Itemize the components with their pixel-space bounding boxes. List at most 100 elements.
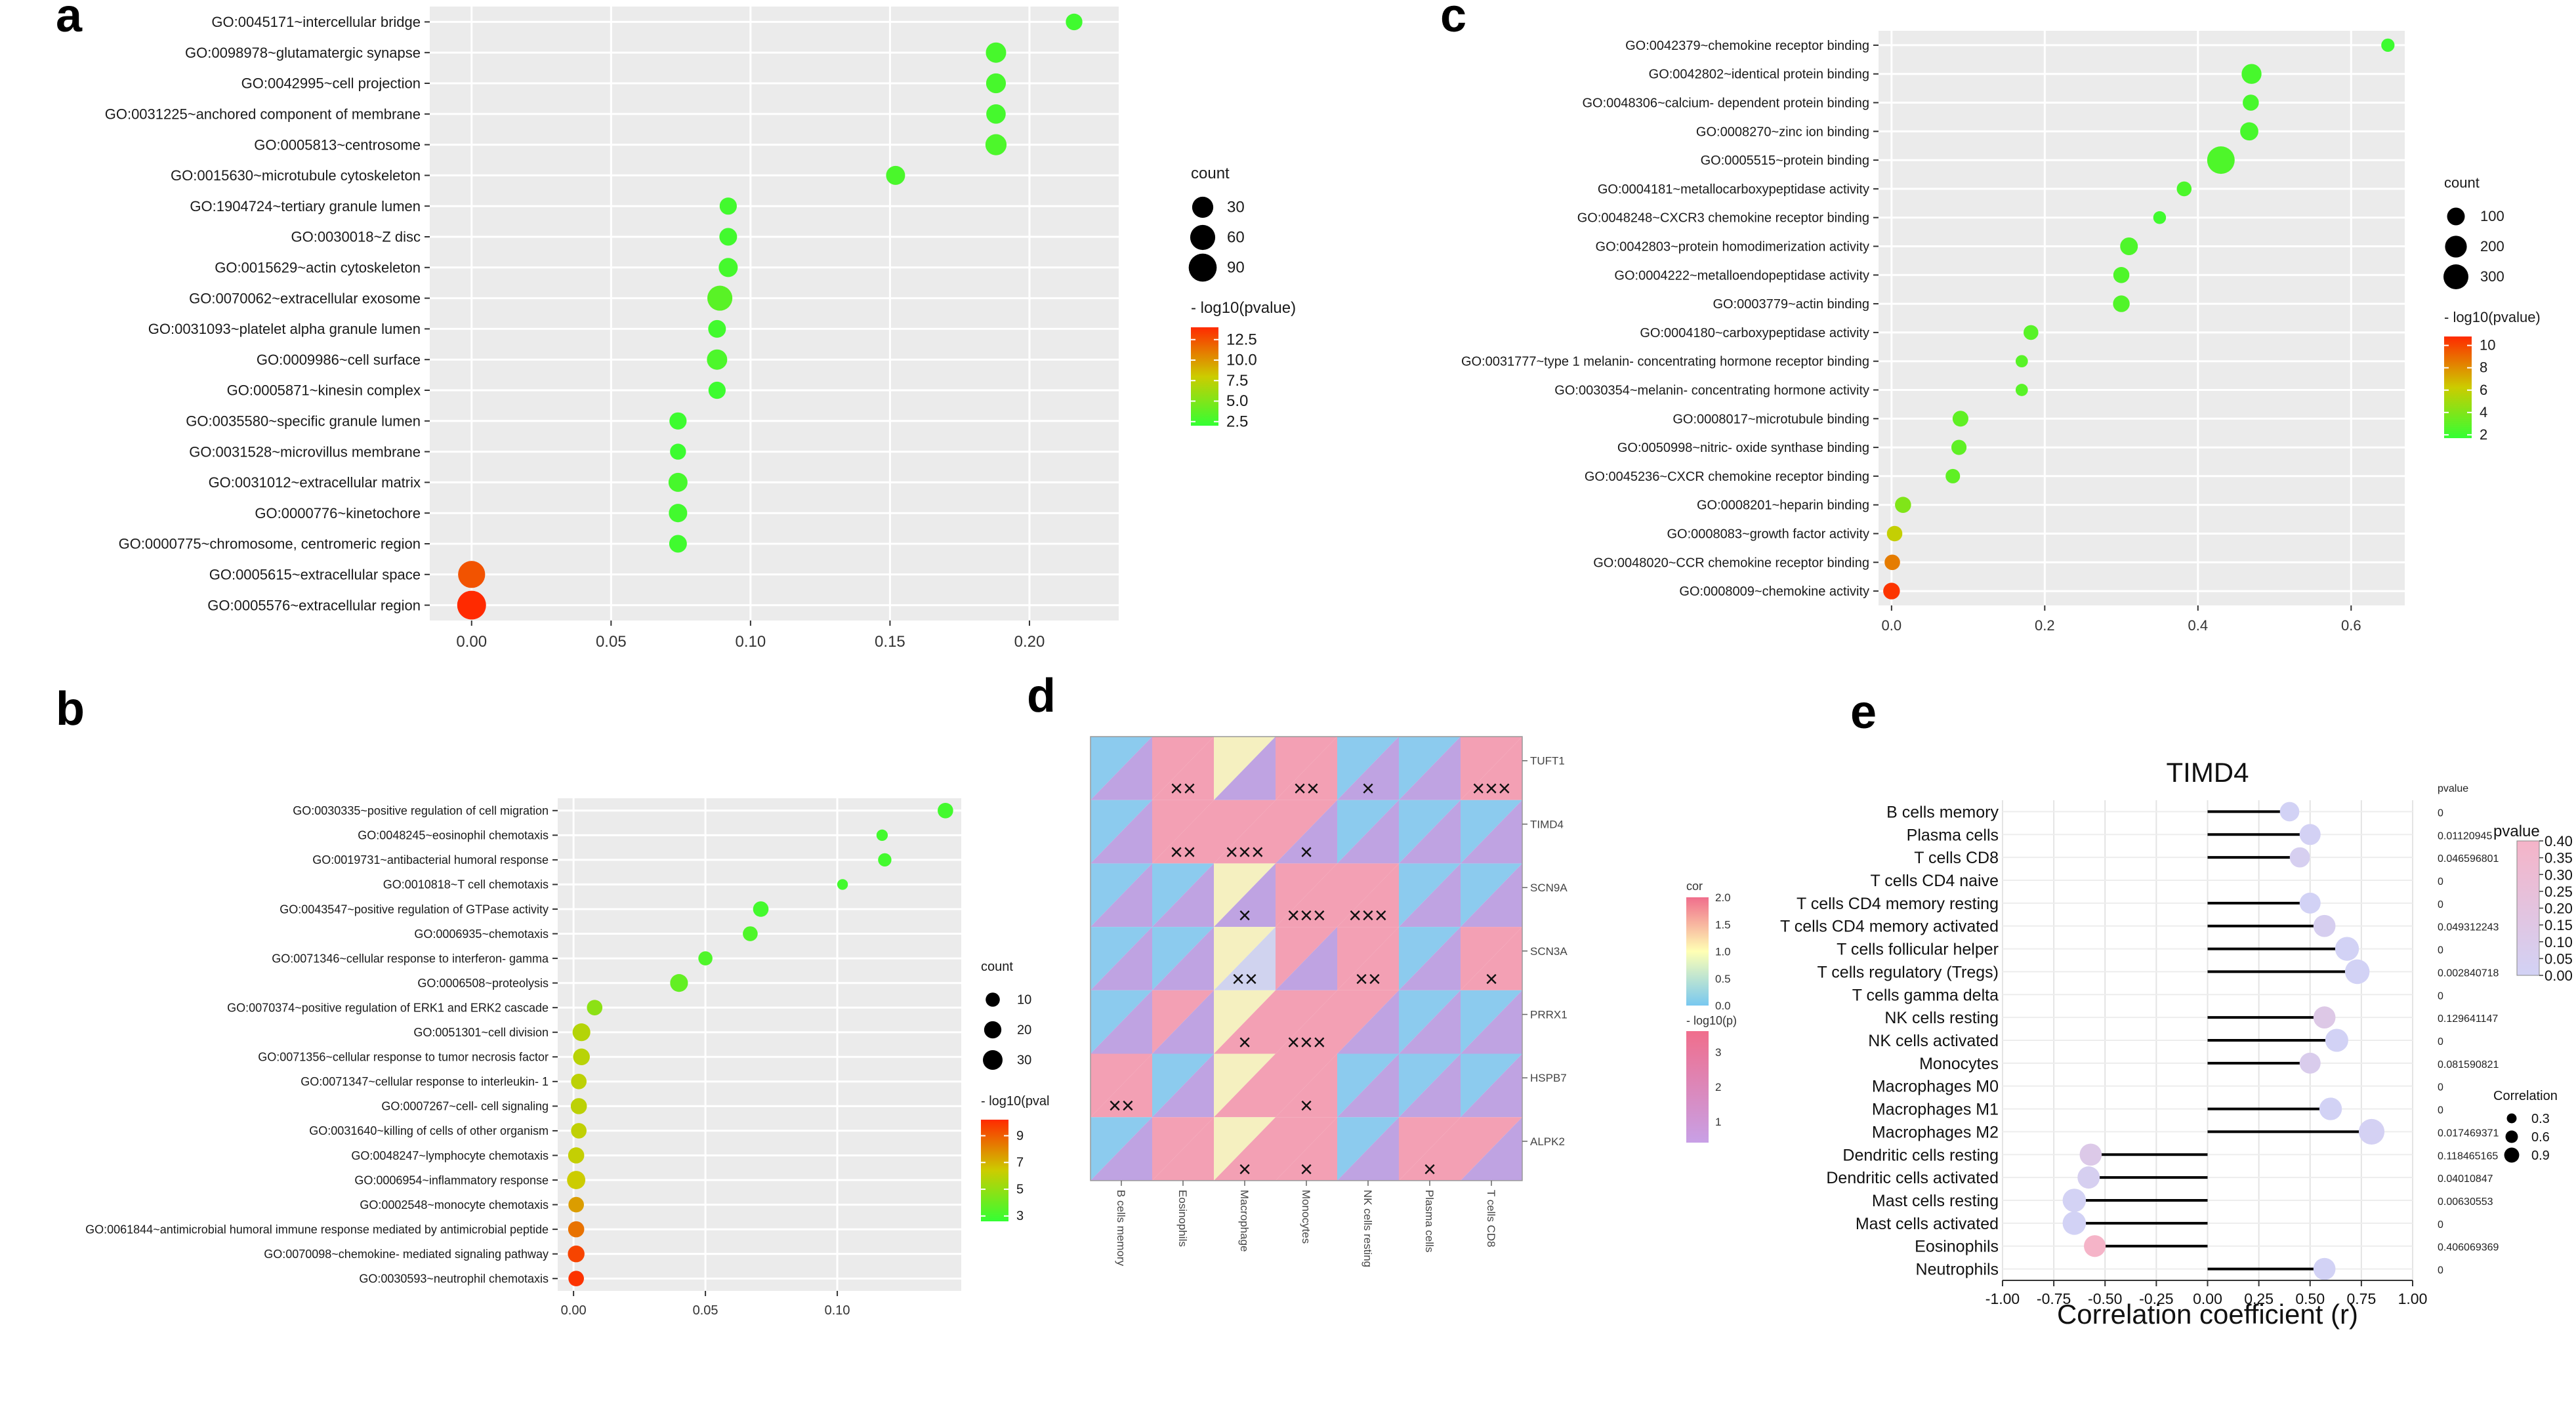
color-legend-label: 6	[2480, 382, 2487, 398]
term-label: GO:0070098~chemokine- mediated signaling…	[264, 1248, 549, 1261]
x-tick-label: -0.75	[2037, 1290, 2071, 1307]
cell-type-label: Dendritic cells activated	[1826, 1169, 1999, 1187]
term-label: GO:0015630~microtubule cytoskeleton	[171, 167, 421, 184]
cell-type-label: Monocytes	[1919, 1055, 1999, 1073]
color-legend-label: 0.20	[2545, 901, 2573, 917]
significance-mark: ×××	[1348, 903, 1388, 928]
heatmap-lower-triangle	[1399, 1117, 1461, 1181]
term-label: GO:0009986~cell surface	[257, 352, 421, 368]
color-legend-title: pvalue	[2493, 823, 2540, 840]
plot-background	[1879, 31, 2405, 605]
heatmap-upper-triangle	[1337, 927, 1399, 990]
color-legend-label: 5.0	[1226, 392, 1248, 410]
heatmap-lower-triangle	[1152, 800, 1214, 864]
x-axis-title: Correlation coefficient (r)	[2057, 1299, 2358, 1330]
heatmap-lower-triangle	[1276, 927, 1337, 990]
term-label: GO:0008083~growth factor activity	[1667, 527, 1870, 542]
pvalue-label: 0.118465165	[2438, 1150, 2498, 1162]
term-label: GO:0002548~monocyte chemotaxis	[360, 1198, 549, 1212]
heatmap-upper-triangle	[1399, 1117, 1461, 1181]
term-label: GO:0048020~CCR chemokine receptor bindin…	[1593, 556, 1869, 570]
lollipop-dot	[2313, 914, 2336, 937]
heatmap-upper-triangle	[1214, 800, 1276, 864]
x-tick-label: 0.10	[736, 633, 766, 651]
term-label: GO:0008017~microtubule binding	[1672, 412, 1869, 426]
significance-mark: ×	[1485, 967, 1498, 992]
heatmap-lower-triangle	[1276, 800, 1337, 864]
data-point	[2176, 181, 2192, 197]
x-tick-label: 1.00	[2398, 1290, 2428, 1307]
size-legend-label: 90	[1227, 259, 1245, 277]
data-point	[753, 901, 769, 917]
color-legend-label: 10.0	[1226, 352, 1257, 369]
data-point	[2207, 146, 2235, 174]
data-point	[669, 535, 687, 553]
term-label: GO:0030593~neutrophil chemotaxis	[359, 1273, 549, 1286]
size-legend-label: 0.9	[2531, 1149, 2550, 1163]
data-point	[568, 1221, 585, 1238]
lollipop-dot	[2084, 1235, 2106, 1257]
pvalue-label: 0.04010847	[2438, 1173, 2493, 1185]
cell-type-label: Mast cells resting	[1872, 1192, 1999, 1210]
significance-mark: ×××	[1287, 1030, 1326, 1055]
heatmap-upper-triangle	[1091, 800, 1152, 864]
heatmap-upper-triangle	[1461, 927, 1522, 990]
panel-label-d: d	[1027, 670, 1056, 722]
term-label: GO:0045171~intercellular bridge	[211, 14, 421, 30]
pvalue-label: 0	[2438, 876, 2443, 887]
color-legend-label: 0.35	[2545, 850, 2573, 866]
lollipop-dot	[2358, 1118, 2385, 1145]
cell-type-label: B cells memory	[1886, 803, 1999, 821]
cor-legend-label: 1.0	[1715, 946, 1731, 958]
heatmap-lower-triangle	[1337, 1117, 1399, 1181]
term-label: GO:0031093~platelet alpha granule lumen	[148, 321, 421, 337]
heatmap-upper-triangle	[1152, 800, 1214, 864]
term-label: GO:0015629~actin cytoskeleton	[215, 260, 421, 276]
heatmap-lower-triangle	[1214, 800, 1276, 864]
col-label: Eosinophils	[1176, 1190, 1189, 1247]
heatmap-lower-triangle	[1337, 1053, 1399, 1118]
plot-background	[558, 798, 961, 1291]
heatmap-lower-triangle	[1152, 1117, 1214, 1181]
heatmap-lower-triangle	[1276, 990, 1337, 1054]
color-legend-label: 3	[1016, 1209, 1024, 1223]
color-legend-label: 0.25	[2545, 884, 2573, 900]
term-label: GO:0031012~extracellular matrix	[209, 474, 421, 491]
lollipop-dot	[2344, 959, 2370, 985]
data-point	[670, 443, 686, 460]
color-legend-label: 4	[2480, 404, 2487, 420]
data-point	[2113, 295, 2130, 312]
term-label: GO:0006954~inflammatory response	[354, 1173, 549, 1187]
heatmap-lower-triangle	[1152, 737, 1214, 800]
plot-background	[430, 7, 1119, 621]
cell-type-label: NK cells resting	[1884, 1009, 1999, 1027]
heatmap-upper-triangle	[1399, 927, 1461, 990]
significance-mark: ××	[1232, 967, 1258, 992]
heatmap-upper-triangle	[1399, 800, 1461, 864]
term-label: GO:0061844~antimicrobial humoral immune …	[85, 1223, 549, 1236]
pvalue-label: 0.406069369	[2438, 1242, 2499, 1253]
size-legend-label: 20	[1017, 1023, 1031, 1037]
col-label: Plasma cells	[1423, 1190, 1436, 1252]
heatmap-lower-triangle	[1091, 800, 1152, 864]
heatmap-upper-triangle	[1214, 1117, 1276, 1181]
data-point	[587, 1000, 603, 1016]
color-legend-label: 8	[2480, 359, 2487, 376]
data-point	[708, 319, 726, 338]
color-legend-bar	[2444, 336, 2472, 438]
data-point	[707, 285, 733, 311]
data-point	[2024, 325, 2039, 340]
term-label: GO:0004181~metallocarboxypeptidase activ…	[1598, 182, 1869, 197]
data-point	[1884, 554, 1900, 571]
col-label: Monocytes	[1300, 1190, 1312, 1244]
term-label: GO:0007267~cell- cell signaling	[381, 1100, 549, 1113]
significance-mark: ××	[1355, 967, 1381, 992]
pvalue-label: 0	[2438, 990, 2443, 1002]
heatmap-lower-triangle	[1399, 863, 1461, 927]
significance-mark: ×××	[1472, 777, 1511, 802]
size-legend-label: 0.3	[2531, 1112, 2550, 1126]
data-point	[2015, 355, 2028, 368]
x-tick-label: 0.00	[456, 633, 487, 651]
term-label: GO:0005871~kinesin complex	[227, 382, 421, 399]
data-point	[2243, 94, 2259, 111]
